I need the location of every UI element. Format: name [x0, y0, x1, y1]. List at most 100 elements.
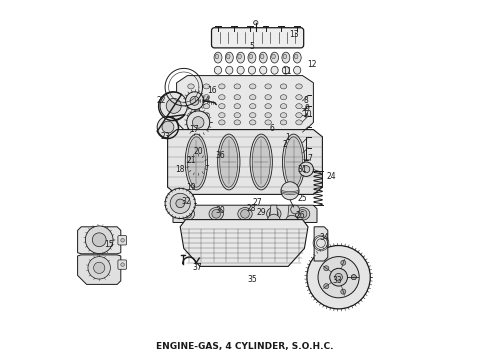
- Ellipse shape: [203, 95, 210, 100]
- Ellipse shape: [219, 104, 225, 109]
- Ellipse shape: [296, 104, 302, 109]
- Circle shape: [193, 161, 201, 169]
- Circle shape: [291, 205, 299, 214]
- Text: 37: 37: [193, 263, 202, 271]
- Text: 26: 26: [296, 211, 306, 220]
- Ellipse shape: [203, 84, 210, 89]
- Text: 28: 28: [247, 204, 256, 213]
- Ellipse shape: [271, 66, 278, 74]
- Text: 24: 24: [327, 172, 336, 181]
- Ellipse shape: [226, 54, 230, 59]
- Ellipse shape: [203, 104, 210, 109]
- Circle shape: [268, 214, 280, 227]
- Circle shape: [298, 210, 307, 218]
- FancyBboxPatch shape: [118, 260, 126, 269]
- Ellipse shape: [238, 207, 252, 220]
- Ellipse shape: [282, 66, 290, 74]
- Text: 33: 33: [332, 276, 342, 285]
- Text: 4: 4: [205, 96, 210, 105]
- Ellipse shape: [265, 104, 271, 109]
- Ellipse shape: [252, 137, 270, 187]
- Circle shape: [303, 166, 310, 173]
- Circle shape: [341, 260, 346, 265]
- Circle shape: [254, 21, 258, 25]
- Ellipse shape: [234, 84, 241, 89]
- Text: 31: 31: [298, 165, 307, 174]
- Ellipse shape: [285, 137, 303, 187]
- Circle shape: [187, 111, 210, 134]
- Ellipse shape: [265, 95, 271, 100]
- Ellipse shape: [188, 120, 194, 125]
- Ellipse shape: [293, 52, 301, 63]
- Ellipse shape: [234, 95, 241, 100]
- Text: 9: 9: [304, 104, 309, 112]
- Text: 22: 22: [157, 96, 166, 105]
- Circle shape: [351, 275, 356, 280]
- Circle shape: [188, 156, 207, 174]
- Ellipse shape: [249, 113, 256, 118]
- Circle shape: [212, 210, 220, 218]
- Text: ENGINE-GAS, 4 CYLINDER, S.O.H.C.: ENGINE-GAS, 4 CYLINDER, S.O.H.C.: [156, 342, 334, 351]
- Ellipse shape: [219, 113, 225, 118]
- Text: 20: 20: [194, 147, 203, 156]
- Text: 8: 8: [304, 96, 309, 105]
- Circle shape: [351, 275, 356, 280]
- Circle shape: [162, 121, 174, 133]
- Ellipse shape: [265, 113, 271, 118]
- Circle shape: [121, 263, 124, 266]
- Circle shape: [166, 98, 181, 113]
- Text: 32: 32: [182, 197, 192, 206]
- Circle shape: [183, 210, 192, 218]
- Polygon shape: [77, 255, 121, 284]
- Ellipse shape: [294, 66, 301, 74]
- Ellipse shape: [294, 54, 298, 59]
- Circle shape: [270, 210, 278, 218]
- Circle shape: [341, 289, 346, 294]
- Ellipse shape: [203, 120, 210, 125]
- Polygon shape: [180, 220, 308, 266]
- Circle shape: [330, 268, 347, 286]
- Circle shape: [160, 92, 187, 120]
- FancyBboxPatch shape: [184, 146, 211, 184]
- Circle shape: [193, 117, 204, 128]
- Text: 23: 23: [161, 132, 171, 141]
- Ellipse shape: [248, 52, 256, 63]
- Polygon shape: [176, 76, 314, 130]
- Text: 2: 2: [282, 140, 287, 149]
- FancyBboxPatch shape: [118, 235, 126, 245]
- Polygon shape: [77, 227, 121, 254]
- Text: 16: 16: [207, 86, 217, 95]
- Text: 18: 18: [175, 165, 185, 174]
- Text: 34: 34: [319, 233, 329, 242]
- Ellipse shape: [249, 84, 256, 89]
- Text: 5: 5: [250, 42, 255, 51]
- Ellipse shape: [219, 95, 225, 100]
- Ellipse shape: [260, 66, 267, 74]
- Text: 12: 12: [307, 60, 317, 69]
- Ellipse shape: [295, 207, 310, 220]
- Ellipse shape: [234, 113, 241, 118]
- Circle shape: [318, 257, 359, 298]
- Text: 13: 13: [289, 30, 298, 39]
- Text: 27: 27: [253, 198, 263, 207]
- Ellipse shape: [185, 134, 208, 190]
- Ellipse shape: [283, 54, 287, 59]
- Text: 25: 25: [297, 194, 307, 203]
- Ellipse shape: [280, 113, 287, 118]
- Ellipse shape: [180, 207, 195, 220]
- Circle shape: [94, 262, 105, 274]
- Ellipse shape: [280, 104, 287, 109]
- Circle shape: [85, 226, 113, 253]
- Polygon shape: [270, 205, 278, 220]
- Text: 21: 21: [187, 156, 196, 165]
- Ellipse shape: [237, 66, 244, 74]
- Circle shape: [190, 96, 199, 105]
- Polygon shape: [314, 227, 328, 261]
- Ellipse shape: [225, 52, 233, 63]
- Ellipse shape: [249, 54, 253, 59]
- Circle shape: [170, 193, 190, 213]
- Ellipse shape: [265, 84, 271, 89]
- Circle shape: [281, 182, 299, 200]
- Text: 10: 10: [302, 110, 312, 119]
- Polygon shape: [173, 205, 317, 222]
